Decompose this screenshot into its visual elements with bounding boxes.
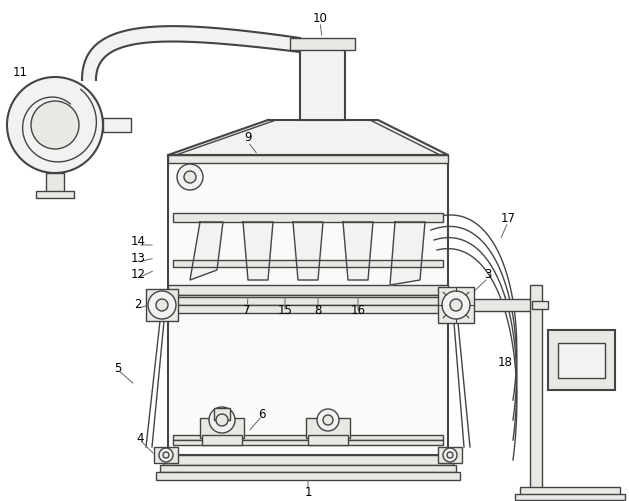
Bar	[530, 285, 542, 488]
Bar	[168, 155, 448, 305]
Bar	[200, 418, 244, 438]
Polygon shape	[343, 222, 373, 280]
Text: 18: 18	[498, 356, 513, 369]
Bar	[173, 440, 443, 445]
Bar	[168, 155, 448, 163]
Bar	[214, 408, 230, 420]
Bar	[202, 435, 242, 445]
Bar	[532, 301, 548, 309]
Text: 10: 10	[313, 12, 328, 25]
Bar	[168, 305, 448, 455]
Circle shape	[323, 415, 333, 425]
Polygon shape	[82, 26, 300, 80]
Circle shape	[156, 299, 168, 311]
Text: 16: 16	[350, 304, 365, 317]
Bar	[146, 289, 178, 321]
Circle shape	[443, 448, 457, 462]
Bar	[558, 343, 605, 378]
Polygon shape	[168, 120, 448, 155]
Circle shape	[177, 164, 203, 190]
Bar	[168, 305, 448, 313]
Bar	[36, 191, 74, 198]
Circle shape	[31, 101, 79, 149]
Circle shape	[216, 414, 228, 426]
Text: 9: 9	[244, 130, 252, 143]
Text: 4: 4	[136, 431, 144, 444]
Bar	[103, 118, 131, 132]
Bar	[306, 418, 350, 438]
Bar	[163, 455, 453, 465]
Bar	[168, 297, 448, 305]
Circle shape	[317, 409, 339, 431]
Bar	[438, 287, 474, 323]
Circle shape	[163, 452, 169, 458]
Bar	[548, 330, 615, 390]
Bar	[173, 260, 443, 267]
Bar	[154, 447, 178, 463]
Bar	[168, 295, 448, 305]
Circle shape	[148, 291, 176, 319]
Circle shape	[184, 171, 196, 183]
Circle shape	[159, 448, 173, 462]
Bar	[520, 487, 620, 496]
Bar	[156, 472, 460, 480]
Circle shape	[7, 77, 103, 173]
Polygon shape	[390, 222, 425, 285]
Polygon shape	[190, 222, 223, 280]
Bar	[46, 173, 64, 193]
Bar	[448, 299, 532, 311]
Text: 12: 12	[130, 269, 145, 282]
Bar	[173, 213, 443, 222]
Polygon shape	[243, 222, 273, 280]
Text: 5: 5	[114, 362, 121, 375]
Bar	[438, 447, 462, 463]
Text: 8: 8	[314, 304, 321, 317]
Text: 15: 15	[277, 304, 292, 317]
Text: 6: 6	[259, 407, 265, 420]
Text: 11: 11	[13, 66, 28, 79]
Bar	[290, 38, 355, 50]
Bar	[160, 465, 456, 472]
Circle shape	[442, 291, 470, 319]
Text: 2: 2	[134, 299, 142, 312]
Text: 3: 3	[484, 269, 492, 282]
Text: 17: 17	[501, 211, 516, 224]
Bar	[300, 48, 345, 120]
Text: 1: 1	[304, 485, 312, 498]
Polygon shape	[293, 222, 323, 280]
Circle shape	[209, 407, 235, 433]
Bar	[515, 494, 625, 500]
Bar	[173, 435, 443, 440]
Text: 13: 13	[131, 252, 145, 265]
Text: 14: 14	[130, 234, 145, 247]
Bar	[168, 285, 448, 295]
Text: 7: 7	[243, 304, 251, 317]
Bar	[308, 435, 348, 445]
Circle shape	[447, 452, 453, 458]
Circle shape	[450, 299, 462, 311]
